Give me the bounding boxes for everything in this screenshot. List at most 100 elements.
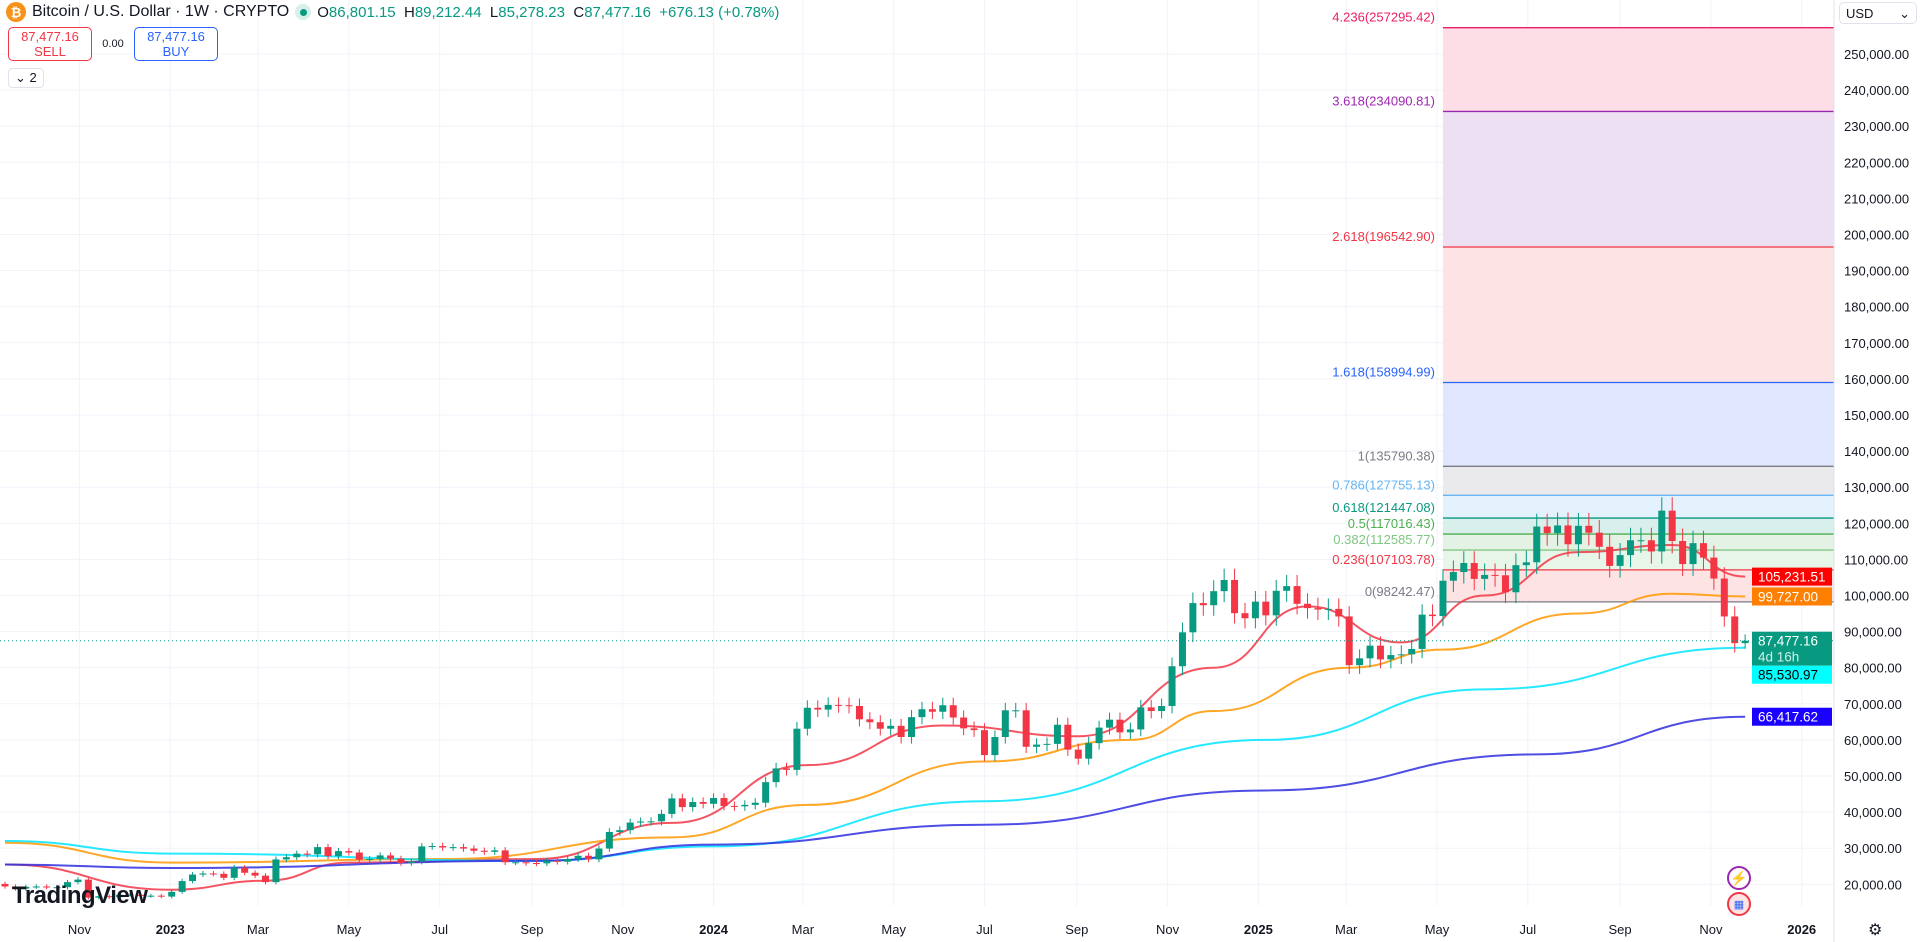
price-badge: [1752, 665, 1832, 684]
candle-body: [1116, 719, 1124, 733]
symbol-title[interactable]: Bitcoin / U.S. Dollar · 1W · CRYPTO: [32, 3, 290, 20]
time-tick-label: Mar: [792, 922, 815, 937]
candle: [866, 712, 874, 730]
settings-gear-icon[interactable]: ⚙: [1868, 922, 1883, 939]
candle: [439, 842, 447, 851]
candle: [1262, 590, 1270, 626]
candle: [116, 892, 124, 899]
currency-select[interactable]: USD ⌄: [1839, 2, 1917, 24]
candle-body: [1460, 563, 1468, 573]
candle-body: [116, 894, 124, 898]
fib-level-label: 1(135790.38): [1358, 448, 1435, 463]
candle: [1001, 702, 1009, 744]
candle: [1491, 563, 1499, 587]
indicators-toggle[interactable]: ⌄ 2: [8, 68, 44, 88]
time-tick-label: Mar: [1335, 922, 1358, 937]
lightning-event-icon[interactable]: ⚡: [1727, 866, 1751, 890]
candle: [1429, 604, 1437, 627]
candle-body: [314, 847, 322, 855]
candle-body: [1647, 540, 1655, 552]
candle: [1231, 568, 1239, 624]
candle: [470, 845, 478, 854]
candle-body: [459, 847, 467, 849]
candle: [74, 877, 82, 885]
candle-body: [1033, 744, 1041, 747]
candle: [1741, 634, 1749, 649]
time-tick-label: May: [1425, 922, 1450, 937]
candle-body: [532, 863, 540, 865]
candle: [1158, 698, 1166, 719]
trade-panel: 87,477.16 SELL 0.00 87,477.16 BUY: [8, 27, 218, 61]
candle: [1439, 569, 1447, 627]
tradingview-logo[interactable]: TradingView: [12, 882, 148, 909]
candle-body: [136, 894, 144, 896]
candle-body: [657, 813, 665, 822]
candle: [939, 697, 947, 720]
candle-body: [553, 860, 561, 862]
candle-body: [720, 798, 728, 806]
candle: [293, 850, 301, 861]
candle: [501, 847, 509, 866]
candle-body: [220, 873, 228, 878]
candle-body: [1689, 543, 1697, 565]
candle: [772, 762, 780, 788]
candle: [668, 793, 676, 819]
candle: [1012, 702, 1020, 718]
candle-body: [1470, 563, 1478, 579]
candle: [845, 697, 853, 714]
time-tick-label: Sep: [1065, 922, 1088, 937]
candle: [1116, 712, 1124, 740]
candle: [814, 700, 822, 717]
candle-body: [1199, 603, 1207, 606]
candle: [824, 697, 832, 717]
candle: [793, 721, 801, 776]
candle-body: [626, 822, 634, 831]
price-tick-label: 90,000.00: [1844, 625, 1902, 640]
candle: [1522, 550, 1530, 577]
candle-body: [1554, 525, 1562, 534]
candle: [1460, 551, 1468, 584]
candle: [918, 701, 926, 725]
price-tick-label: 210,000.00: [1844, 191, 1909, 206]
candle-body: [647, 821, 655, 823]
candle: [689, 797, 697, 812]
candle: [887, 718, 895, 736]
candle: [1210, 580, 1218, 616]
candle-body: [272, 859, 280, 883]
candle: [1251, 590, 1259, 629]
candle-body: [991, 737, 999, 756]
candle: [314, 843, 322, 858]
moving-average-line: [4, 592, 1746, 864]
candle-body: [1137, 707, 1145, 730]
candle-body: [1147, 707, 1155, 712]
candle: [178, 878, 186, 894]
candle: [1699, 530, 1707, 570]
candle-body: [960, 717, 968, 729]
candle-body: [1387, 655, 1395, 660]
price-tick-label: 140,000.00: [1844, 444, 1909, 459]
candle-body: [741, 804, 749, 807]
candle-body: [1126, 729, 1134, 733]
candle: [574, 852, 582, 862]
buy-button[interactable]: 87,477.16 BUY: [134, 27, 218, 61]
candle-body: [543, 860, 551, 864]
fib-level-label: 1.618(158994.99): [1332, 365, 1435, 380]
us-flag-event-icon[interactable]: ▦: [1727, 892, 1751, 916]
candle-body: [95, 896, 103, 898]
candle: [637, 817, 645, 827]
candle: [1533, 513, 1541, 575]
candle: [1168, 657, 1176, 714]
candle-body: [32, 886, 40, 888]
fib-zone: [1442, 495, 1834, 519]
sell-button[interactable]: 87,477.16 SELL: [8, 27, 92, 61]
candle: [1543, 513, 1551, 546]
candle-body: [512, 862, 520, 864]
candle-body: [199, 873, 207, 875]
fib-level-label: 0.236(107103.78): [1332, 552, 1435, 567]
candle-body: [637, 821, 645, 823]
candle-body: [1408, 648, 1416, 655]
candle: [43, 884, 51, 890]
moving-average-line: [4, 715, 1746, 870]
candle-body: [1074, 749, 1082, 759]
